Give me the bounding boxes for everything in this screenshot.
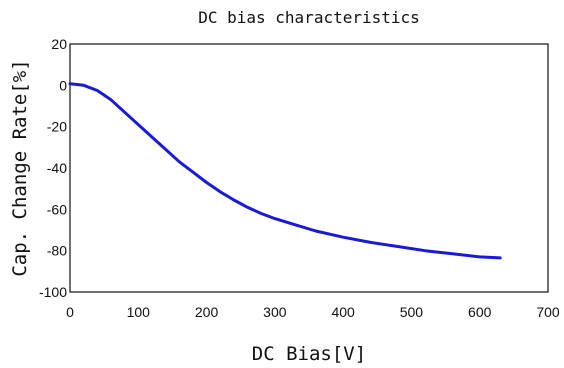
- y-tick-label--80: -80: [47, 243, 67, 259]
- y-axis-ticks: 20 0 -20 -40 -60 -80 -100: [39, 36, 67, 300]
- series-line: [68, 82, 502, 260]
- x-tick-label-500: 500: [400, 304, 424, 320]
- y-tick-label--40: -40: [47, 160, 67, 176]
- x-tick-label-400: 400: [331, 304, 355, 320]
- x-axis-ticks: 0 100 200 300 400 500 600 700: [66, 304, 560, 320]
- x-axis-label: DC Bias[V]: [252, 343, 366, 365]
- plot-area-frame: [69, 43, 549, 293]
- y-axis-label: Cap. Change Rate[%]: [9, 59, 31, 276]
- x-tick-label-200: 200: [195, 304, 219, 320]
- chart-title: DC bias characteristics: [198, 8, 420, 27]
- x-tick-label-600: 600: [468, 304, 492, 320]
- y-tick-label--20: -20: [47, 119, 67, 135]
- y-tick-label--100: -100: [39, 284, 67, 300]
- y-tick-label--60: -60: [47, 201, 67, 217]
- y-tick-label-20: 20: [51, 36, 67, 52]
- x-tick-label-700: 700: [536, 304, 560, 320]
- x-tick-label-0: 0: [66, 304, 74, 320]
- y-tick-label-0: 0: [59, 77, 67, 93]
- x-tick-label-100: 100: [127, 304, 151, 320]
- x-tick-label-300: 300: [263, 304, 287, 320]
